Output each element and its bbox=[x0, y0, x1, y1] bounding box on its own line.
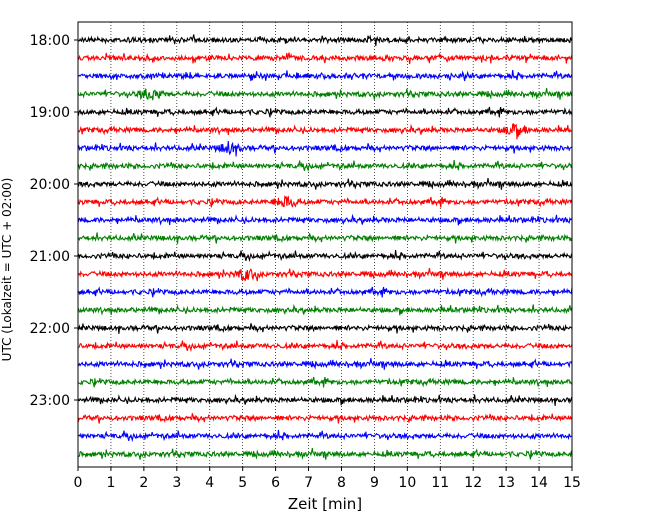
trace-2215 bbox=[77, 339, 573, 353]
x-tick-label: 1 bbox=[106, 475, 115, 491]
trace-2300 bbox=[77, 393, 573, 406]
trace-2330 bbox=[77, 429, 573, 443]
trace-1945 bbox=[77, 159, 573, 173]
trace-1815 bbox=[77, 52, 573, 65]
x-axis-ticks: 0 1 2 3 4 5 6 7 8 9 10 11 12 13 14 15 bbox=[74, 467, 581, 491]
trace-1830 bbox=[77, 69, 573, 82]
trace-2130 bbox=[77, 286, 573, 298]
x-tick-label: 15 bbox=[563, 475, 581, 491]
y-axis-title: UTC (Lokalzeit = UTC + 02:00) bbox=[0, 178, 14, 362]
x-tick-label: 6 bbox=[271, 475, 280, 491]
trace-2345 bbox=[77, 448, 573, 460]
x-tick-label: 3 bbox=[172, 475, 181, 491]
trace-2145 bbox=[77, 303, 573, 316]
trace-2200 bbox=[77, 323, 573, 334]
y-tick-label: 23:00 bbox=[30, 393, 70, 409]
trace-1900 bbox=[77, 106, 573, 118]
y-axis-ticks: 18:00 19:00 20:00 21:00 22:00 23:00 bbox=[30, 33, 78, 409]
y-tick-label: 19:00 bbox=[30, 105, 70, 121]
trace-1915 bbox=[78, 123, 573, 140]
trace-2015 bbox=[77, 195, 573, 208]
x-tick-label: 10 bbox=[398, 475, 416, 491]
x-tick-label: 11 bbox=[431, 475, 449, 491]
trace-1800 bbox=[77, 34, 573, 47]
trace-2000 bbox=[77, 178, 573, 190]
x-tick-label: 13 bbox=[497, 475, 515, 491]
seismogram-traces bbox=[77, 34, 573, 460]
trace-2315 bbox=[77, 413, 573, 424]
y-tick-label: 18:00 bbox=[30, 33, 70, 49]
trace-2245 bbox=[77, 376, 573, 388]
y-tick-label: 20:00 bbox=[30, 177, 70, 193]
x-tick-label: 9 bbox=[370, 475, 379, 491]
trace-2115 bbox=[77, 268, 573, 282]
x-tick-label: 2 bbox=[139, 475, 148, 491]
trace-2045 bbox=[77, 232, 573, 244]
x-tick-label: 0 bbox=[74, 475, 83, 491]
x-axis-title: Zeit [min] bbox=[288, 495, 362, 513]
trace-2030 bbox=[77, 213, 573, 226]
y-tick-label: 22:00 bbox=[30, 321, 70, 337]
trace-1845 bbox=[77, 88, 573, 101]
x-tick-label: 12 bbox=[464, 475, 482, 491]
trace-2230 bbox=[77, 358, 573, 370]
trace-1930 bbox=[77, 140, 573, 157]
trace-2100 bbox=[77, 249, 573, 263]
y-tick-label: 21:00 bbox=[30, 249, 70, 265]
x-tick-label: 7 bbox=[304, 475, 313, 491]
x-tick-label: 14 bbox=[530, 475, 548, 491]
plot-frame bbox=[77, 21, 573, 468]
x-tick-label: 8 bbox=[337, 475, 346, 491]
x-tick-label: 5 bbox=[238, 475, 247, 491]
x-tick-label: 4 bbox=[205, 475, 214, 491]
